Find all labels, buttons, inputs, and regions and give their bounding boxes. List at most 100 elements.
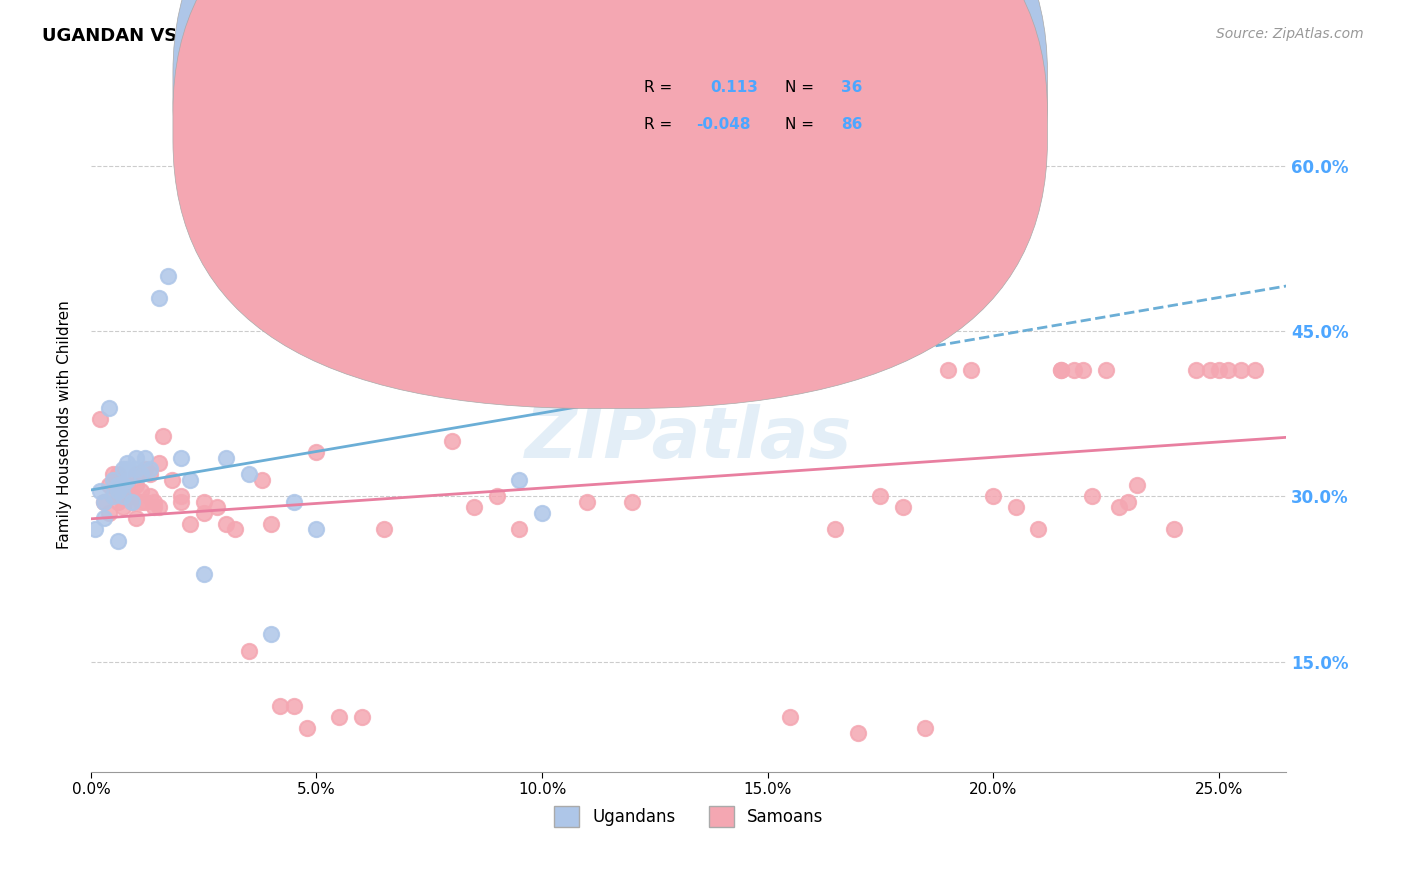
Point <box>170 490 193 504</box>
Point <box>395 214 418 228</box>
Point <box>260 516 283 531</box>
Point <box>156 268 179 283</box>
Point <box>224 523 246 537</box>
Point <box>103 467 125 482</box>
Point <box>981 490 1004 504</box>
Point <box>1163 523 1185 537</box>
Point <box>193 566 215 581</box>
Point <box>115 483 138 498</box>
Point <box>914 721 936 735</box>
Point <box>193 495 215 509</box>
Text: N =: N = <box>785 118 814 132</box>
Text: 86: 86 <box>841 118 862 132</box>
Point <box>115 456 138 470</box>
Point <box>779 710 801 724</box>
Point <box>305 445 328 459</box>
Point <box>779 280 801 294</box>
Point <box>89 412 111 426</box>
Point <box>111 462 134 476</box>
Point <box>193 506 215 520</box>
Point <box>824 523 846 537</box>
Text: R =: R = <box>644 118 672 132</box>
Point <box>111 478 134 492</box>
Text: R =: R = <box>644 80 672 95</box>
Point <box>115 483 138 498</box>
Point <box>160 473 183 487</box>
Point <box>252 473 274 487</box>
Point <box>107 495 129 509</box>
Point <box>801 362 824 376</box>
Point <box>121 490 143 504</box>
Point <box>107 483 129 498</box>
Point <box>297 721 319 735</box>
Point <box>115 473 138 487</box>
Point <box>125 467 148 482</box>
Point <box>269 698 291 713</box>
Point <box>283 495 305 509</box>
Point <box>103 473 125 487</box>
Point <box>170 450 193 465</box>
Point <box>508 473 530 487</box>
Point <box>1118 495 1140 509</box>
Point <box>170 495 193 509</box>
Point <box>238 644 260 658</box>
Point <box>215 516 238 531</box>
Point <box>179 473 201 487</box>
Point <box>621 495 644 509</box>
Point <box>238 467 260 482</box>
Point <box>103 490 125 504</box>
Point <box>1004 500 1026 515</box>
Point <box>107 478 129 492</box>
Point <box>138 462 160 476</box>
Point <box>107 533 129 548</box>
Point <box>576 495 599 509</box>
Point <box>1063 362 1085 376</box>
Point <box>508 523 530 537</box>
Point <box>115 462 138 476</box>
Point <box>891 280 914 294</box>
Point <box>129 495 152 509</box>
Point <box>143 495 166 509</box>
Point <box>1208 362 1230 376</box>
Point <box>148 456 170 470</box>
Point <box>84 523 107 537</box>
Text: -0.048: -0.048 <box>696 118 751 132</box>
Point <box>1230 362 1253 376</box>
Point <box>1049 362 1071 376</box>
Point <box>125 478 148 492</box>
Point <box>1073 362 1095 376</box>
Point <box>111 490 134 504</box>
Point <box>93 495 115 509</box>
Point <box>115 478 138 492</box>
Point <box>734 357 756 371</box>
Point <box>125 450 148 465</box>
Point <box>121 495 143 509</box>
Point <box>125 462 148 476</box>
Text: 0.113: 0.113 <box>710 80 758 95</box>
Point <box>1216 362 1239 376</box>
Text: N =: N = <box>785 80 814 95</box>
Point <box>215 450 238 465</box>
Point <box>89 483 111 498</box>
Point <box>121 495 143 509</box>
Text: 36: 36 <box>841 80 862 95</box>
Text: UGANDAN VS SAMOAN FAMILY HOUSEHOLDS WITH CHILDREN CORRELATION CHART: UGANDAN VS SAMOAN FAMILY HOUSEHOLDS WITH… <box>42 27 884 45</box>
Point <box>846 726 869 740</box>
Point <box>134 450 156 465</box>
Point <box>143 500 166 515</box>
Point <box>869 490 891 504</box>
Point <box>138 490 160 504</box>
Point <box>1185 362 1208 376</box>
Point <box>531 506 554 520</box>
Point <box>891 500 914 515</box>
Point <box>1198 362 1220 376</box>
Point <box>666 357 689 371</box>
Point <box>959 362 981 376</box>
Point <box>111 500 134 515</box>
Point <box>98 506 121 520</box>
Point <box>373 523 395 537</box>
Point <box>98 401 121 416</box>
Point <box>936 362 959 376</box>
Point <box>1126 478 1149 492</box>
Point <box>1026 523 1049 537</box>
